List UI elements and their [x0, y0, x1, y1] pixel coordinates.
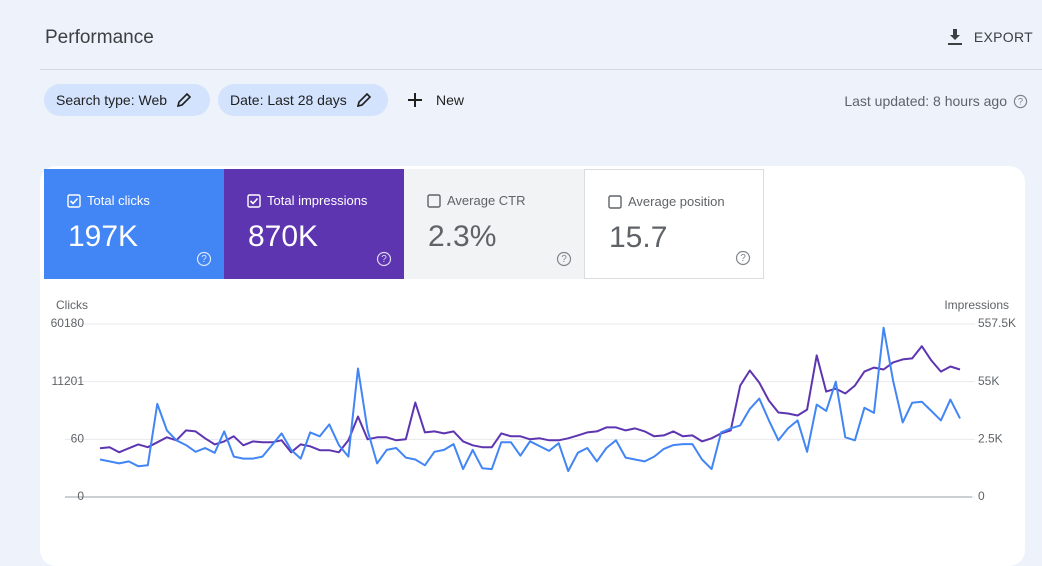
help-icon[interactable]: ? — [556, 251, 572, 267]
metric-label: Total clicks — [87, 193, 150, 208]
metric-value: 197K — [68, 220, 139, 253]
help-icon[interactable]: ? — [1013, 94, 1028, 109]
download-icon — [947, 29, 962, 45]
checkbox[interactable] — [608, 194, 622, 209]
metric-card[interactable]: Total clicks 197K? — [44, 169, 224, 279]
metric-value: 15.7 — [609, 221, 668, 254]
metric-card[interactable]: Average CTR 2.3%? — [404, 169, 584, 279]
help-icon[interactable]: ? — [376, 251, 392, 267]
divider — [40, 69, 1042, 70]
metric-label-row: Total impressions — [247, 193, 404, 208]
metric-label: Total impressions — [267, 193, 368, 208]
help-icon[interactable]: ? — [735, 250, 751, 266]
export-label: EXPORT — [973, 29, 1033, 45]
checkbox[interactable] — [247, 193, 261, 208]
checkbox[interactable] — [67, 193, 81, 208]
filter-chip[interactable]: Date: Last 28 days — [218, 84, 388, 116]
metric-value: 2.3% — [428, 220, 497, 253]
filter-chip[interactable]: Search type: Web — [44, 84, 210, 116]
page: {"header": {"title": "Performance", "exp… — [40, 27, 1042, 566]
svg-text:?: ? — [740, 253, 746, 264]
export-button[interactable]: EXPORT — [946, 28, 1033, 46]
last-updated: Last updated: 8 hours ago ? — [844, 93, 1028, 109]
chip-label: Date: Last 28 days — [230, 92, 347, 108]
svg-text:?: ? — [561, 254, 567, 265]
svg-text:?: ? — [1018, 96, 1023, 106]
page-title: Performance — [45, 27, 154, 48]
chip-label: Search type: Web — [56, 92, 168, 108]
new-label: New — [436, 92, 465, 108]
checkbox[interactable] — [427, 193, 441, 208]
help-icon[interactable]: ? — [196, 251, 212, 267]
metric-card[interactable]: Total impressions 870K? — [224, 169, 404, 279]
metric-label: Average position — [628, 194, 725, 209]
metric-label-row: Average CTR — [427, 193, 584, 208]
metric-label-row: Average position — [608, 194, 763, 209]
last-updated-text: Last updated: 8 hours ago — [844, 93, 1007, 109]
metric-label: Average CTR — [447, 193, 526, 208]
plus-icon — [408, 93, 422, 107]
svg-text:?: ? — [381, 254, 387, 265]
new-filter-button[interactable]: New — [406, 88, 464, 112]
metric-card[interactable]: Average position 15.7? — [584, 169, 764, 279]
svg-text:?: ? — [201, 254, 207, 265]
edit-icon — [356, 93, 371, 107]
metric-label-row: Total clicks — [67, 193, 224, 208]
edit-icon — [177, 93, 192, 107]
metric-value: 870K — [248, 220, 319, 253]
